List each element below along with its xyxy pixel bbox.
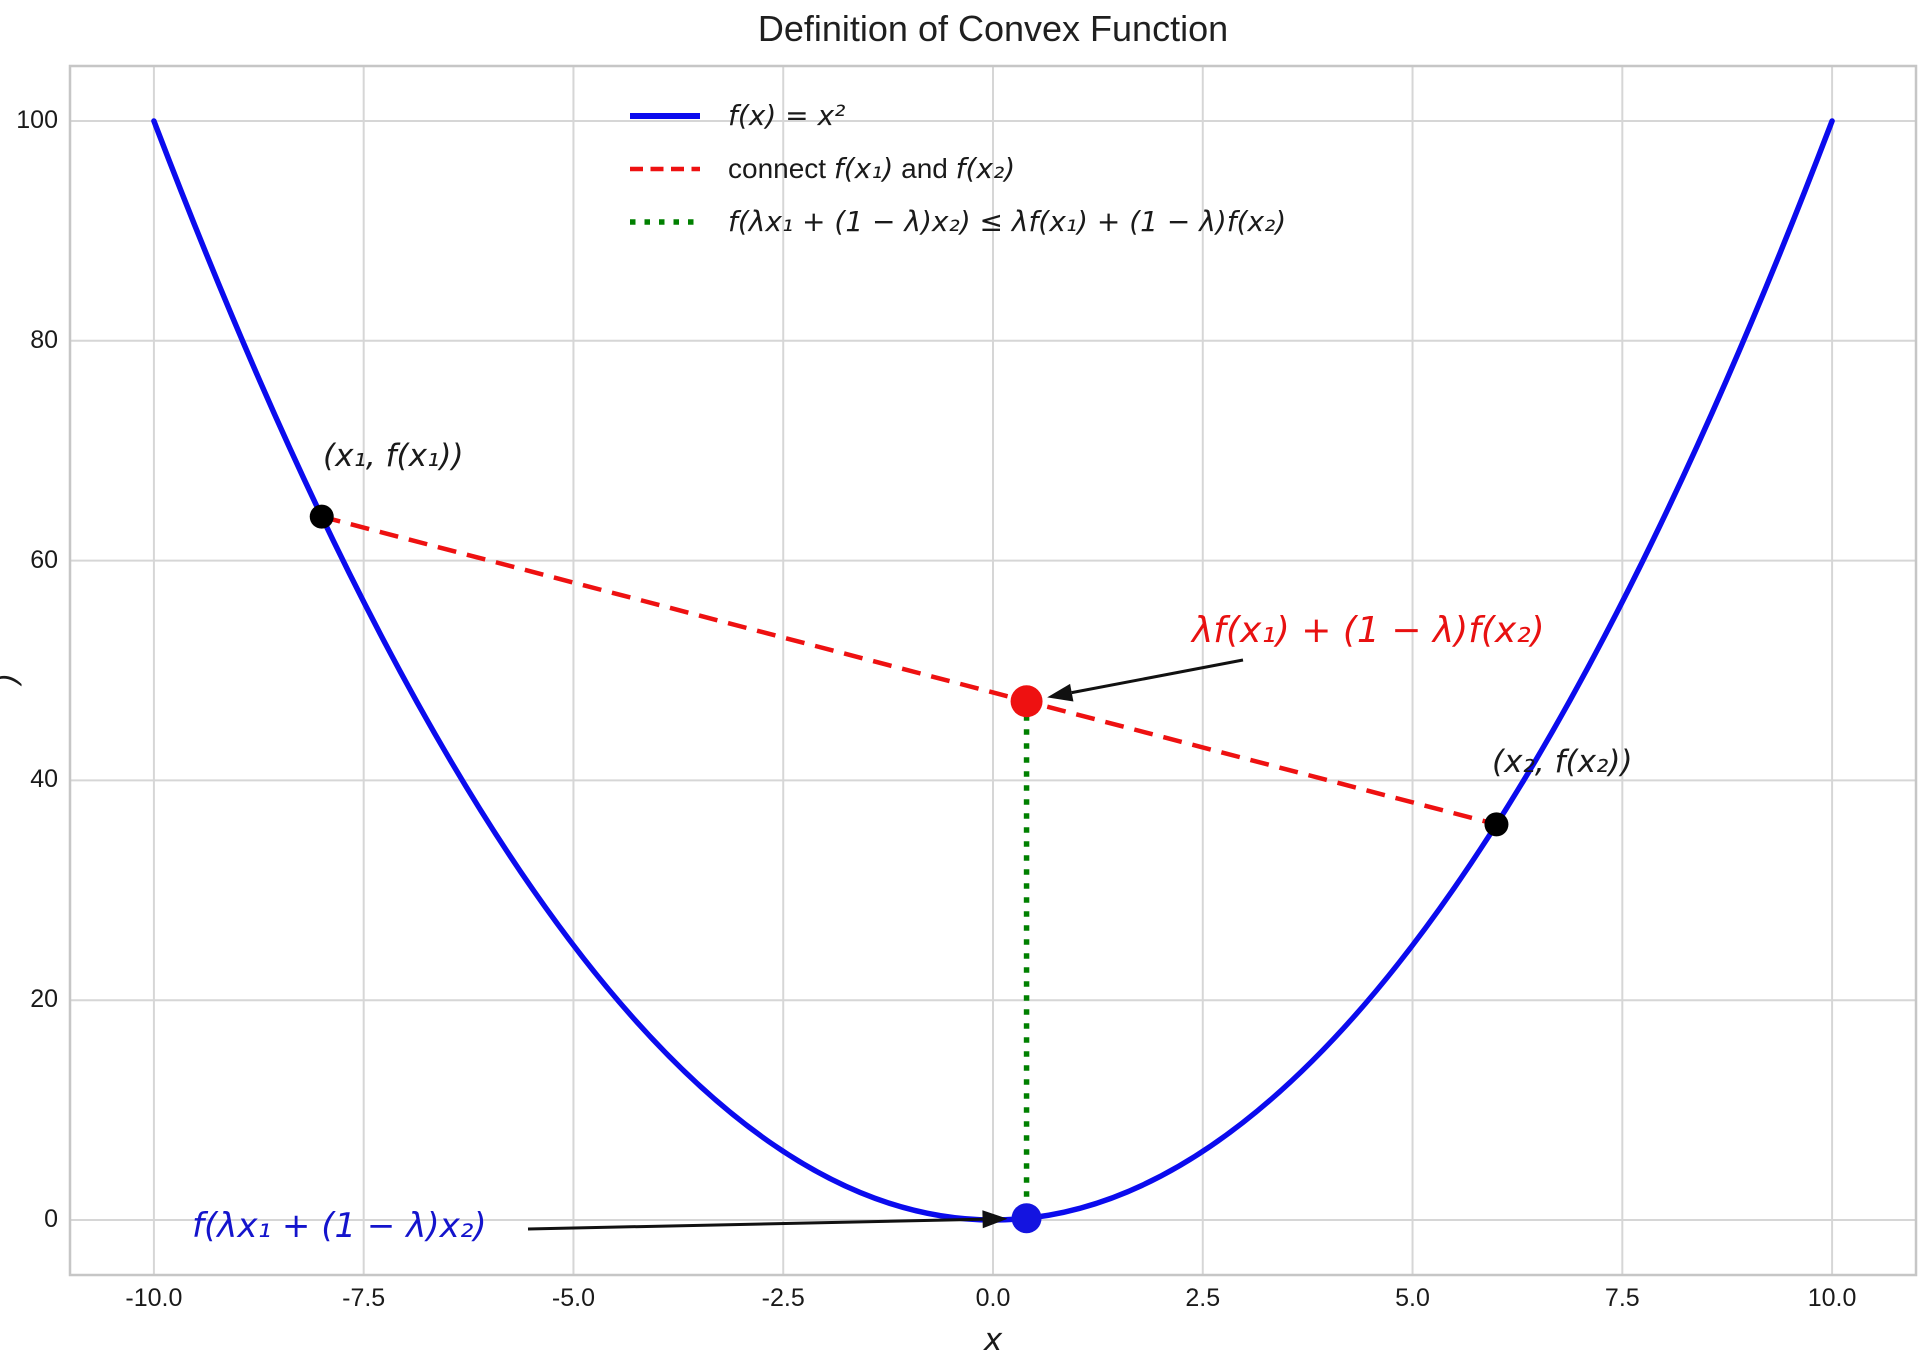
y-tick-label: 0	[44, 1205, 58, 1234]
y-tick-label: 20	[30, 985, 58, 1014]
legend-item-curve: f(x) = x²	[628, 89, 1286, 142]
marker-point-3	[1011, 1203, 1042, 1234]
legend-label-chord: connect f(x₁) and f(x₂)	[728, 152, 1015, 185]
legend-label-curve: f(x) = x²	[728, 99, 846, 132]
marker-point-0	[309, 504, 334, 529]
annotation-arrow-shaft-0	[1071, 658, 1244, 695]
point1-label: (x₁, f(x₁))	[323, 438, 464, 474]
x-axis-label: x	[983, 1322, 1003, 1358]
x-tick-label: -7.5	[342, 1284, 386, 1312]
x-tick-label: 5.0	[1395, 1284, 1430, 1312]
chord-value-annotation: λf(x₁) + (1 − λ)f(x₂)	[1192, 610, 1545, 651]
x-tick-label: 7.5	[1604, 1284, 1640, 1312]
function-value-annotation: f(λx₁ + (1 − λ)x₂)	[192, 1206, 487, 1246]
annotation-arrow-head-0	[1047, 683, 1074, 702]
marker-point-1	[1484, 812, 1509, 837]
y-tick-label: 100	[16, 105, 58, 134]
x-tick-label: 10.0	[1807, 1284, 1857, 1312]
legend-label-chord-part1: connect	[728, 153, 834, 184]
chart-title: Definition of Convex Function	[757, 8, 1229, 49]
legend-item-chord: connect f(x₁) and f(x₂)	[628, 142, 1286, 195]
annotation-arrow-shaft-1	[527, 1217, 983, 1231]
legend: f(x) = x² connect f(x₁) and f(x₂) f(λx₁ …	[628, 89, 1286, 248]
legend-label-chord-part2: f(x₁)	[833, 152, 894, 185]
x-tick-label: -2.5	[761, 1284, 805, 1312]
point2-label: (x₂, f(x₂))	[1492, 744, 1633, 780]
annotation-arrow-head-1	[982, 1210, 1008, 1229]
y-axis-label-clipped: )	[0, 655, 26, 685]
legend-label-chord-part4: f(x₂)	[955, 152, 1016, 185]
y-tick-label: 40	[30, 765, 58, 794]
plot-border	[68, 64, 1918, 1277]
x-tick-label: -10.0	[125, 1284, 183, 1312]
legend-label-inequality: f(λx₁ + (1 − λ)x₂) ≤ λf(x₁) + (1 − λ)f(x…	[728, 205, 1287, 238]
x-tick-label: 0.0	[975, 1284, 1011, 1312]
legend-line-solid-icon	[630, 112, 700, 119]
marker-point-2	[1010, 685, 1043, 718]
y-tick-label: 60	[30, 545, 58, 574]
series-line-dashed	[321, 514, 1498, 827]
x-tick-label: 2.5	[1185, 1284, 1221, 1312]
legend-label-chord-part3: and	[893, 153, 956, 184]
x-tick-label: -5.0	[551, 1284, 595, 1312]
legend-line-dashed-icon	[630, 166, 700, 171]
y-tick-label: 80	[30, 325, 58, 354]
legend-item-inequality: f(λx₁ + (1 − λ)x₂) ≤ λf(x₁) + (1 − λ)f(x…	[628, 195, 1286, 248]
legend-line-dotted-icon	[630, 218, 700, 225]
